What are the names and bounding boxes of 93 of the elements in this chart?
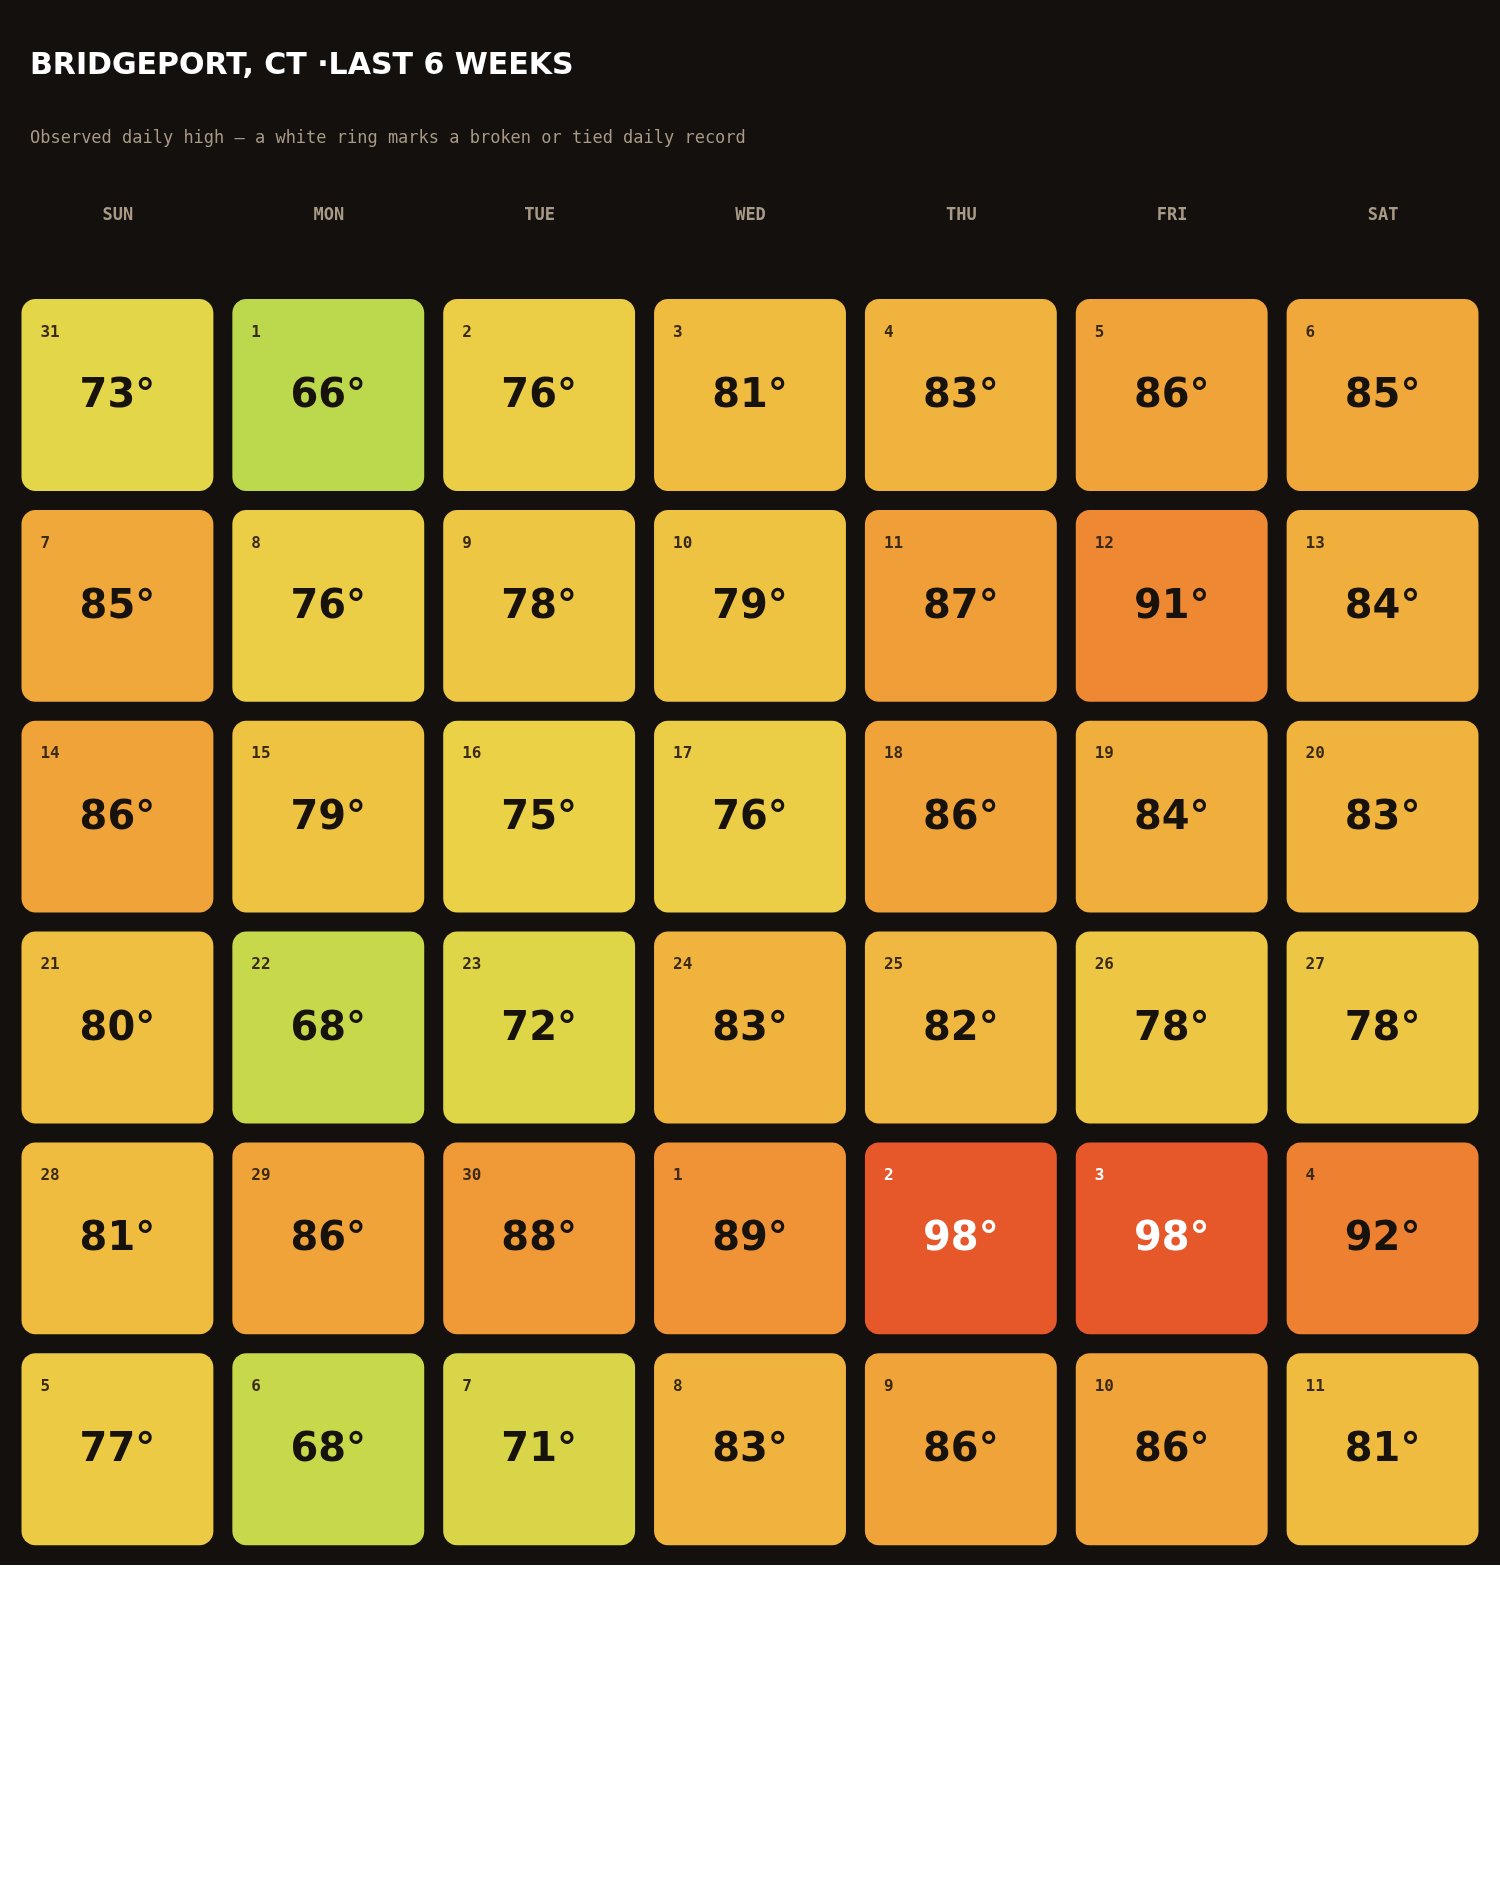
data-label: 76° bbox=[501, 369, 577, 416]
annotation: 22 bbox=[251, 954, 271, 974]
annotation: 15 bbox=[251, 743, 271, 763]
data-label: 79° bbox=[290, 791, 367, 838]
data-label: 84° bbox=[1133, 791, 1210, 838]
data-label: 87° bbox=[923, 580, 999, 627]
annotation: 11 bbox=[883, 532, 904, 552]
chart-title: BRIDGEPORT, CT ·LAST 6 WEEKS bbox=[30, 46, 574, 81]
annotation: 29 bbox=[251, 1165, 271, 1185]
data-label: 71° bbox=[501, 1424, 577, 1471]
annotation: 4 bbox=[883, 321, 894, 341]
annotation: 6 bbox=[251, 1375, 261, 1395]
annotation: 4 bbox=[1305, 1165, 1316, 1185]
annotation: 7 bbox=[462, 1375, 472, 1395]
annotation: 14 bbox=[40, 743, 60, 763]
annotation: 28 bbox=[40, 1165, 60, 1185]
x-tick-label: TUE bbox=[524, 204, 555, 225]
annotation: 9 bbox=[462, 532, 472, 552]
annotation: 1 bbox=[673, 1165, 683, 1185]
data-label: 98° bbox=[1133, 1213, 1210, 1260]
data-label: 81° bbox=[79, 1213, 156, 1260]
data-label: 66° bbox=[290, 369, 367, 416]
annotation: 8 bbox=[251, 532, 261, 552]
data-label: 82° bbox=[923, 1002, 999, 1049]
data-label: 68° bbox=[290, 1002, 367, 1049]
data-label: 81° bbox=[712, 369, 788, 416]
annotation: 27 bbox=[1305, 954, 1325, 974]
data-label: 89° bbox=[712, 1213, 788, 1260]
data-label: 86° bbox=[923, 791, 999, 838]
annotation: 18 bbox=[883, 743, 904, 763]
data-label: 76° bbox=[290, 580, 367, 627]
data-label: 77° bbox=[79, 1424, 156, 1471]
data-label: 76° bbox=[712, 791, 788, 838]
annotation: 3 bbox=[673, 321, 683, 341]
data-label: 83° bbox=[712, 1002, 788, 1049]
annotation: 10 bbox=[1094, 1375, 1114, 1395]
data-label: 92° bbox=[1344, 1213, 1421, 1260]
data-label: 86° bbox=[79, 791, 156, 838]
annotation: 20 bbox=[1305, 743, 1325, 763]
data-label: 80° bbox=[79, 1002, 156, 1049]
annotation: 8 bbox=[673, 1375, 683, 1395]
data-label: 79° bbox=[712, 580, 788, 627]
annotation: 5 bbox=[40, 1375, 51, 1395]
data-label: 83° bbox=[923, 369, 999, 416]
annotation: 2 bbox=[883, 1165, 894, 1185]
x-tick-label: SUN bbox=[102, 204, 134, 225]
annotation: 30 bbox=[462, 1165, 482, 1185]
data-label: 86° bbox=[1133, 1424, 1210, 1471]
x-tick-label: MON bbox=[313, 204, 345, 225]
data-label: 85° bbox=[1344, 369, 1421, 416]
data-label: 68° bbox=[290, 1424, 367, 1471]
data-label: 72° bbox=[501, 1002, 577, 1049]
x-tick-label: SAT bbox=[1367, 204, 1399, 225]
annotation: 21 bbox=[40, 954, 60, 974]
data-label: 85° bbox=[79, 580, 156, 627]
data-label: 83° bbox=[1344, 791, 1421, 838]
annotation: 17 bbox=[673, 743, 693, 763]
annotation: 11 bbox=[1305, 1375, 1325, 1395]
data-label: 83° bbox=[712, 1424, 788, 1471]
annotation: 9 bbox=[883, 1375, 894, 1395]
data-label: 78° bbox=[1344, 1002, 1421, 1049]
data-label: 98° bbox=[923, 1213, 999, 1260]
annotation: 19 bbox=[1094, 743, 1114, 763]
annotation: 31 bbox=[40, 321, 60, 341]
annotation: 6 bbox=[1305, 321, 1316, 341]
data-label: 81° bbox=[1344, 1424, 1421, 1471]
data-label: 78° bbox=[501, 580, 577, 627]
annotation: 16 bbox=[462, 743, 482, 763]
annotation: 12 bbox=[1094, 532, 1114, 552]
annotation: 3 bbox=[1094, 1165, 1105, 1185]
data-label: 73° bbox=[79, 369, 156, 416]
data-label: 86° bbox=[923, 1424, 999, 1471]
data-label: 88° bbox=[501, 1213, 577, 1260]
data-label: 86° bbox=[290, 1213, 367, 1260]
annotation: 10 bbox=[673, 532, 693, 552]
annotation: 25 bbox=[883, 954, 904, 974]
annotation: 2 bbox=[462, 321, 472, 341]
x-tick-label: FRI bbox=[1156, 204, 1188, 225]
annotation: 23 bbox=[462, 954, 482, 974]
annotation: 1 bbox=[251, 321, 261, 341]
annotation: 26 bbox=[1094, 954, 1114, 974]
x-tick-label: WED bbox=[735, 204, 766, 225]
data-label: 78° bbox=[1133, 1002, 1210, 1049]
annotation: 5 bbox=[1094, 321, 1105, 341]
data-label: 84° bbox=[1344, 580, 1421, 627]
x-tick-label: THU bbox=[946, 204, 977, 225]
annotation: 13 bbox=[1305, 532, 1325, 552]
data-label: 75° bbox=[501, 791, 577, 838]
data-label: 91° bbox=[1133, 580, 1210, 627]
data-label: 86° bbox=[1133, 369, 1210, 416]
annotation: 24 bbox=[673, 954, 693, 974]
annotation: 7 bbox=[40, 532, 51, 552]
chart-subtitle: Observed daily high — a white ring marks a broken or tied daily record bbox=[30, 127, 746, 147]
